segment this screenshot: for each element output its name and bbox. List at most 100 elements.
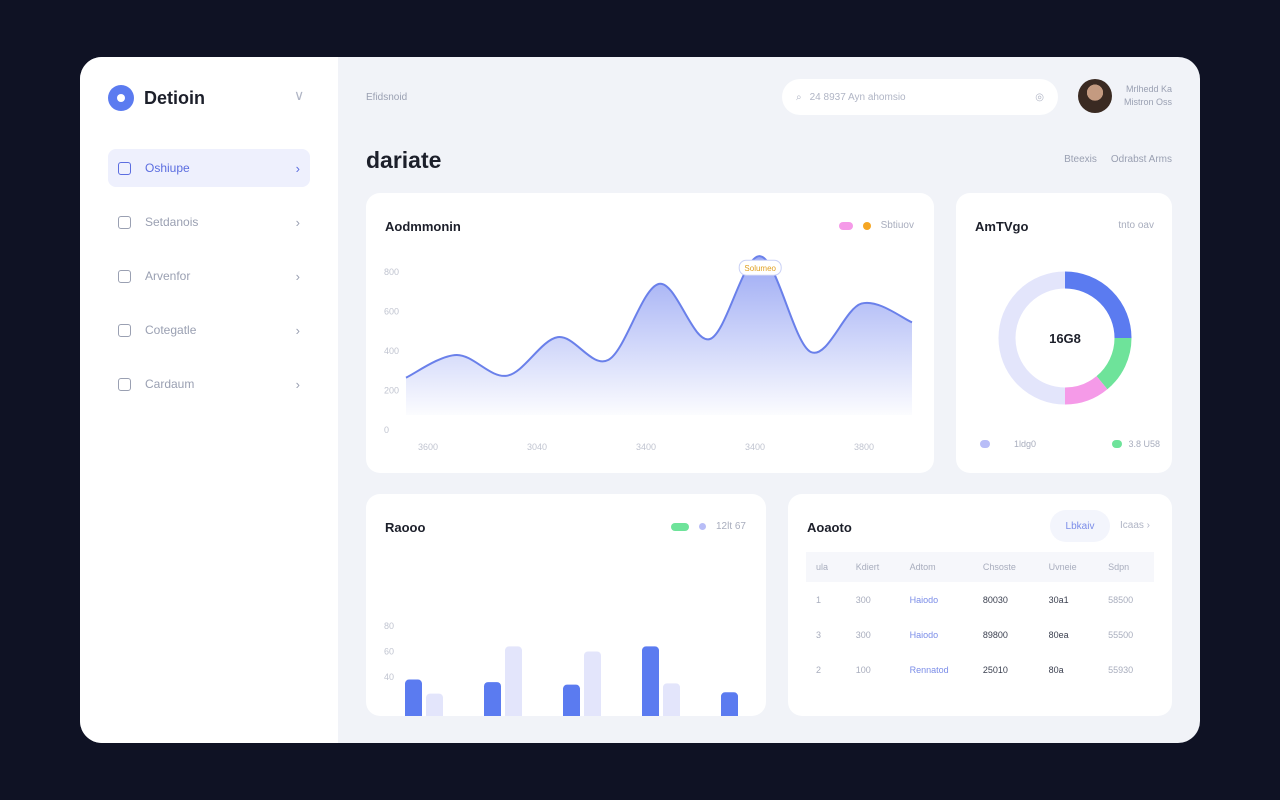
- donut-card: AmTVgo tnto oav 16G8 1ldg0 3.8 U58: [956, 193, 1172, 473]
- search-icon: ⌕: [796, 91, 802, 103]
- line-chart-card: Aodmmonin Sbtiuov 800 600 400 200 0 3600 3040 3…: [366, 193, 934, 473]
- x-tick-label: 3040: [527, 442, 547, 452]
- legend-pink: [838, 221, 853, 230]
- search-input[interactable]: ⌕ 24 8937 Ayn ahomsio ◎: [782, 79, 1058, 115]
- bar: [426, 693, 443, 716]
- avatar[interactable]: [1078, 79, 1112, 113]
- table-cell: 300: [855, 629, 871, 640]
- legend-label: 12lt 67: [715, 521, 746, 532]
- card-title: AmTVgo: [975, 219, 1029, 234]
- view-button[interactable]: Lbkaiv: [1050, 510, 1110, 542]
- y-tick-label: 80: [384, 621, 394, 631]
- table-cell: Rennatod: [909, 664, 949, 675]
- card-title: Aodmmonin: [385, 219, 461, 234]
- legend-label: 3.8 U58: [1128, 439, 1160, 449]
- user-name: Mrlhedd Ka: [1125, 84, 1172, 94]
- x-tick-label: 3600: [418, 442, 438, 452]
- x-tick-label: 3400: [745, 442, 765, 452]
- y-tick-label: 400: [384, 346, 399, 356]
- x-tick-label: 3800: [854, 442, 874, 452]
- mic-icon[interactable]: ◎: [1035, 91, 1044, 103]
- chevron-right-icon: ›: [295, 268, 300, 284]
- donut-slice: [1064, 375, 1108, 405]
- table-cell: 2: [816, 664, 822, 675]
- table-row[interactable]: 2 100 Rennatod 25010 80a 55930: [806, 652, 1154, 687]
- x-tick-label: 3400: [636, 442, 656, 452]
- app-window: Detioin ∨ Oshiupe › Setdanois › Arvenfor › Cot…: [80, 57, 1200, 743]
- sidebar-item-1[interactable]: Setdanois ›: [108, 203, 310, 241]
- y-tick-label: 0: [384, 425, 389, 435]
- logo-icon: [108, 85, 134, 111]
- chevron-right-icon: ›: [295, 160, 300, 176]
- table-cell: 55930: [1108, 664, 1134, 675]
- area-chart: 800 600 400 200 0 3600 3040 3400 3400 3800 Solumeo: [384, 255, 913, 452]
- y-tick-label: 600: [384, 307, 399, 317]
- table-row[interactable]: 3 300 Haiodo 89800 80ea 55500: [806, 617, 1154, 652]
- chevron-right-icon: ›: [295, 214, 300, 230]
- logo[interactable]: Detioin: [108, 85, 205, 111]
- sidebar-item-4[interactable]: Cardaum ›: [108, 365, 310, 403]
- bar: [721, 692, 738, 716]
- column-header[interactable]: Chsoste: [972, 552, 1039, 582]
- column-header[interactable]: Kdiert: [845, 552, 900, 582]
- more-link[interactable]: Icaas ›: [1119, 520, 1150, 531]
- bar-chart-card: Raooo 12lt 67 80604003000360030001030110: [366, 494, 766, 716]
- legend-orange: [862, 221, 871, 230]
- legend-green: [670, 522, 689, 531]
- home-icon: [118, 215, 131, 229]
- table-cell: Haiodo: [909, 629, 939, 640]
- sidebar-item-label: Cotegatle: [145, 323, 197, 337]
- table-cell: 3: [816, 629, 822, 640]
- table-cell: 80a: [1048, 664, 1064, 675]
- table-cell: Haiodo: [909, 594, 939, 605]
- table-cell: 80ea: [1048, 629, 1069, 640]
- legend-dot: [1112, 440, 1123, 448]
- y-tick-label: 200: [384, 386, 399, 396]
- dashboard-icon: [118, 161, 131, 175]
- column-header[interactable]: Sdpn: [1098, 552, 1154, 582]
- chevron-right-icon: ›: [295, 322, 300, 338]
- donut-slice: [1096, 337, 1132, 390]
- data-table: ula Kdiert Adtom Chsoste Uvneie Sdpn 1 300 Haiod…: [806, 552, 1154, 687]
- sidebar-item-2[interactable]: Arvenfor ›: [108, 257, 310, 295]
- table-row[interactable]: 1 300 Haiodo 80030 30a1 58500: [806, 582, 1154, 617]
- donut-link[interactable]: tnto oav: [1118, 220, 1154, 231]
- link-1[interactable]: Odrabst Arms: [1110, 154, 1172, 165]
- column-header[interactable]: Adtom: [899, 552, 973, 582]
- table-cell: 300: [855, 594, 871, 605]
- table-cell: 1: [816, 594, 822, 605]
- link-0[interactable]: Bteexis: [1064, 154, 1097, 165]
- card-title: Aoaoto: [807, 520, 852, 535]
- chevron-down-icon[interactable]: ∨: [294, 87, 305, 103]
- area-fill: [406, 256, 912, 415]
- legend-label[interactable]: Sbtiuov: [880, 220, 914, 231]
- table-cell: 89800: [982, 629, 1008, 640]
- legend-blue: [698, 523, 706, 530]
- bar: [405, 679, 422, 716]
- user-role: Mistron Oss: [1123, 97, 1172, 107]
- calendar-icon: [118, 323, 131, 337]
- sidebar-item-label: Setdanois: [145, 215, 199, 229]
- main-area: Efidsnoid ⌕ 24 8937 Ayn ahomsio ◎ Mrlhedd …: [338, 57, 1200, 743]
- bar-chart: 80604003000360030001030110: [384, 621, 738, 716]
- column-header[interactable]: ula: [806, 552, 846, 582]
- document-icon: [118, 269, 131, 283]
- sidebar-item-label: Oshiupe: [145, 161, 190, 175]
- sidebar: Detioin ∨ Oshiupe › Setdanois › Arvenfor › Cot…: [80, 57, 338, 743]
- table-header: ula Kdiert Adtom Chsoste Uvneie Sdpn: [806, 552, 1154, 582]
- breadcrumb[interactable]: Efidsnoid: [366, 92, 408, 103]
- table-cell: 30a1: [1048, 594, 1069, 605]
- sidebar-item-3[interactable]: Cotegatle ›: [108, 311, 310, 349]
- tooltip: [738, 259, 782, 276]
- bar: [563, 684, 580, 716]
- table-cell: 80030: [982, 594, 1008, 605]
- card-title: Raooo: [385, 520, 426, 535]
- table-cell: 55500: [1108, 629, 1134, 640]
- bar: [642, 646, 659, 716]
- search-placeholder: 24 8937 Ayn ahomsio: [809, 91, 906, 103]
- sidebar-item-0[interactable]: Oshiupe ›: [108, 149, 310, 187]
- user-info: Mrlhedd Ka Mistron Oss: [1122, 83, 1172, 109]
- app-name: Detioin: [144, 87, 205, 108]
- y-tick-label: 40: [384, 672, 394, 682]
- column-header[interactable]: Uvneie: [1038, 552, 1099, 582]
